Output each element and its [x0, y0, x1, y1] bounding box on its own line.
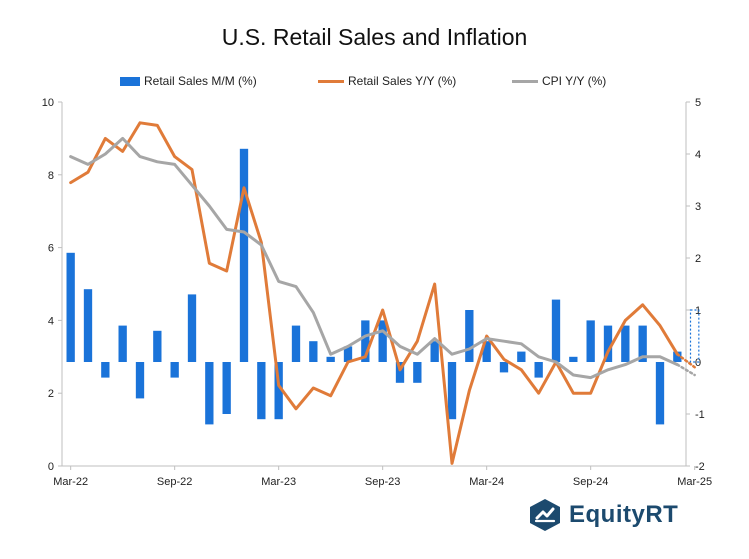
bar-retail-mm	[655, 362, 665, 425]
line-cpi-yy	[69, 136, 679, 380]
y-left-tick-label: 6	[48, 243, 54, 255]
bar-retail-mm	[309, 341, 318, 362]
legend-item-retail-yy: Retail Sales Y/Y (%)	[318, 74, 456, 88]
bar-retail-mm	[187, 294, 197, 362]
x-tick-label: Sep-23	[365, 476, 400, 488]
bar-retail-mm	[205, 362, 214, 425]
bar-retail-mm	[66, 252, 75, 362]
y-left-tick-label: 2	[48, 388, 54, 400]
y-right-tick-label: 3	[695, 201, 701, 213]
bar-retail-mm	[343, 346, 353, 362]
bar-retail-mm	[586, 320, 595, 362]
bar-retail-mm	[551, 299, 561, 362]
legend-item-cpi-yy: CPI Y/Y (%)	[512, 74, 606, 88]
equityrt-logo-icon	[530, 499, 560, 531]
legend: Retail Sales M/M (%) Retail Sales Y/Y (%…	[0, 74, 749, 94]
bar-retail-mm	[326, 356, 335, 362]
bar-retail-mm	[257, 362, 266, 420]
y-left-tick-label: 10	[42, 97, 54, 109]
y-right-tick-label: 4	[695, 149, 701, 161]
bar-retail-mm	[621, 325, 630, 362]
bar-retail-mm	[534, 362, 543, 378]
bar-retail-mm	[413, 362, 422, 383]
bar-retail-mm	[135, 362, 145, 399]
bar-retail-mm	[517, 351, 526, 362]
line-cpi-yy-projected	[676, 363, 696, 377]
bar-retail-mm	[430, 341, 439, 362]
line-retail-yy	[69, 121, 679, 465]
y-right-tick-label: -2	[695, 461, 705, 473]
bar-retail-mm	[395, 362, 405, 383]
y-right-tick-label: 0	[695, 357, 701, 369]
x-tick-label: Mar-25	[677, 476, 712, 488]
legend-label-retail-mm: Retail Sales M/M (%)	[144, 74, 257, 88]
bar-retail-mm	[482, 341, 491, 362]
x-tick-label: Sep-24	[573, 476, 608, 488]
bar-retail-mm	[274, 362, 283, 420]
legend-label-cpi-yy: CPI Y/Y (%)	[542, 74, 607, 88]
bar-retail-mm	[291, 325, 301, 362]
bar-retail-mm	[361, 320, 370, 362]
legend-item-retail-mm: Retail Sales M/M (%)	[120, 74, 257, 88]
bar-retail-mm	[673, 351, 682, 362]
bar-retail-mm	[569, 356, 578, 362]
legend-label-retail-yy: Retail Sales Y/Y (%)	[348, 74, 457, 88]
bar-retail-mm	[447, 362, 457, 420]
bar-retail-mm	[222, 362, 231, 414]
chart-title: U.S. Retail Sales and Inflation	[221, 24, 528, 50]
y-left-tick-label: 0	[48, 461, 54, 473]
x-tick-label: Mar-22	[53, 476, 88, 488]
bar-retail-mm	[170, 362, 179, 378]
bar-retail-mm	[83, 289, 93, 362]
bar-retail-mm	[239, 148, 249, 362]
legend-swatch-retail-mm	[120, 76, 140, 86]
y-right-tick-label: 5	[695, 97, 701, 109]
line-retail-yy-projected	[676, 352, 696, 369]
y-left-tick-label: 4	[48, 315, 54, 327]
bar-retail-mm-projected	[689, 309, 700, 363]
bar-retail-mm	[465, 310, 474, 362]
y-right-tick-label: -1	[695, 409, 705, 421]
logo-text: EquityRT	[569, 501, 679, 528]
y-right-tick-label: 1	[695, 305, 701, 317]
bar-retail-mm	[378, 320, 387, 362]
bar-retail-mm	[118, 325, 127, 362]
y-right-tick-label: 2	[695, 253, 701, 265]
bar-retail-mm	[499, 362, 509, 373]
x-tick-label: Sep-22	[157, 476, 192, 488]
legend-swatch-retail-yy	[318, 79, 344, 83]
bar-retail-mm	[153, 330, 162, 362]
y-left-tick-label: 8	[48, 170, 54, 182]
x-tick-label: Mar-24	[469, 476, 504, 488]
bar-retail-mm	[638, 325, 647, 362]
bar-retail-mm	[603, 325, 613, 362]
equityrt-logo: EquityRT	[527, 497, 678, 533]
legend-swatch-cpi-yy	[512, 79, 538, 83]
bar-retail-mm	[101, 362, 110, 378]
x-tick-label: Mar-23	[261, 476, 296, 488]
